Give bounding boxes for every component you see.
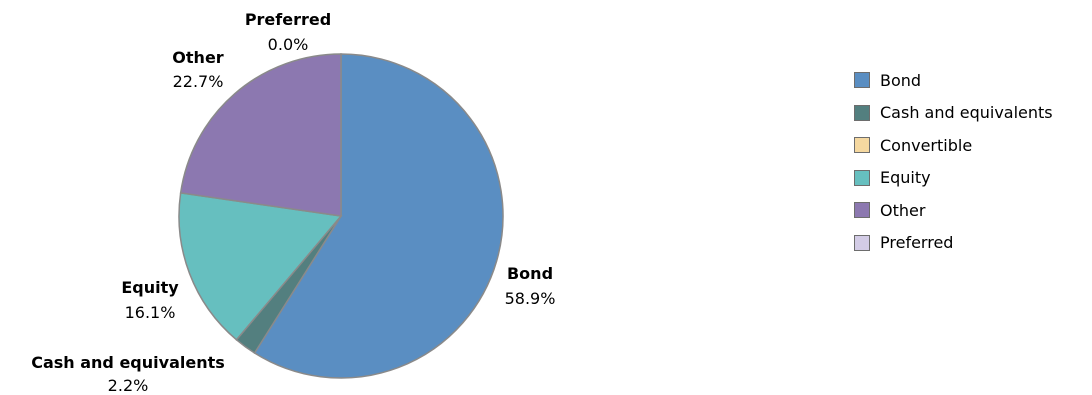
legend-label-bond: Bond — [880, 70, 922, 90]
pie-slice-equity — [178, 192, 343, 341]
legend-item-convertible: Convertible — [854, 129, 1053, 162]
slice-label-name-preferred: Preferred — [245, 10, 331, 29]
slice-label-name-cash: Cash and equivalents — [31, 353, 225, 372]
slice-label-name-other: Other — [172, 48, 223, 67]
legend-label-other: Other — [880, 200, 926, 220]
legend-item-cash-and-equivalents: Cash and equivalents — [854, 97, 1053, 130]
slice-label-value-other: 22.7% — [173, 72, 224, 91]
pie-slice-bond — [253, 53, 504, 379]
legend-item-preferred: Preferred — [854, 227, 1053, 260]
slice-label-value-equity: 16.1% — [125, 303, 176, 322]
slice-label-name-bond: Bond — [507, 264, 553, 283]
pie-slice-other — [179, 53, 342, 217]
slice-label-name-equity: Equity — [121, 278, 179, 297]
legend-label-preferred: Preferred — [880, 233, 954, 253]
slice-label-value-cash: 2.2% — [108, 376, 149, 395]
legend-swatch-preferred — [854, 234, 870, 251]
legend-swatch-other — [854, 202, 870, 219]
legend-item-bond: Bond — [854, 64, 1053, 97]
legend-label-convertible: Convertible — [880, 135, 973, 155]
legend-item-equity: Equity — [854, 162, 1053, 195]
legend-swatch-bond — [854, 72, 870, 89]
legend-item-other: Other — [854, 194, 1053, 227]
pie-slices — [178, 53, 504, 379]
legend-label-cash-and-equivalents: Cash and equivalents — [880, 103, 1053, 123]
legend-label-equity: Equity — [880, 168, 931, 188]
chart-legend: Bond Cash and equivalents Convertible Eq… — [854, 64, 1053, 259]
legend-swatch-equity — [854, 169, 870, 186]
legend-swatch-convertible — [854, 137, 870, 154]
legend-swatch-cash-and-equivalents — [854, 104, 870, 121]
slice-label-value-bond: 58.9% — [505, 289, 556, 308]
slice-label-value-preferred: 0.0% — [268, 35, 309, 54]
